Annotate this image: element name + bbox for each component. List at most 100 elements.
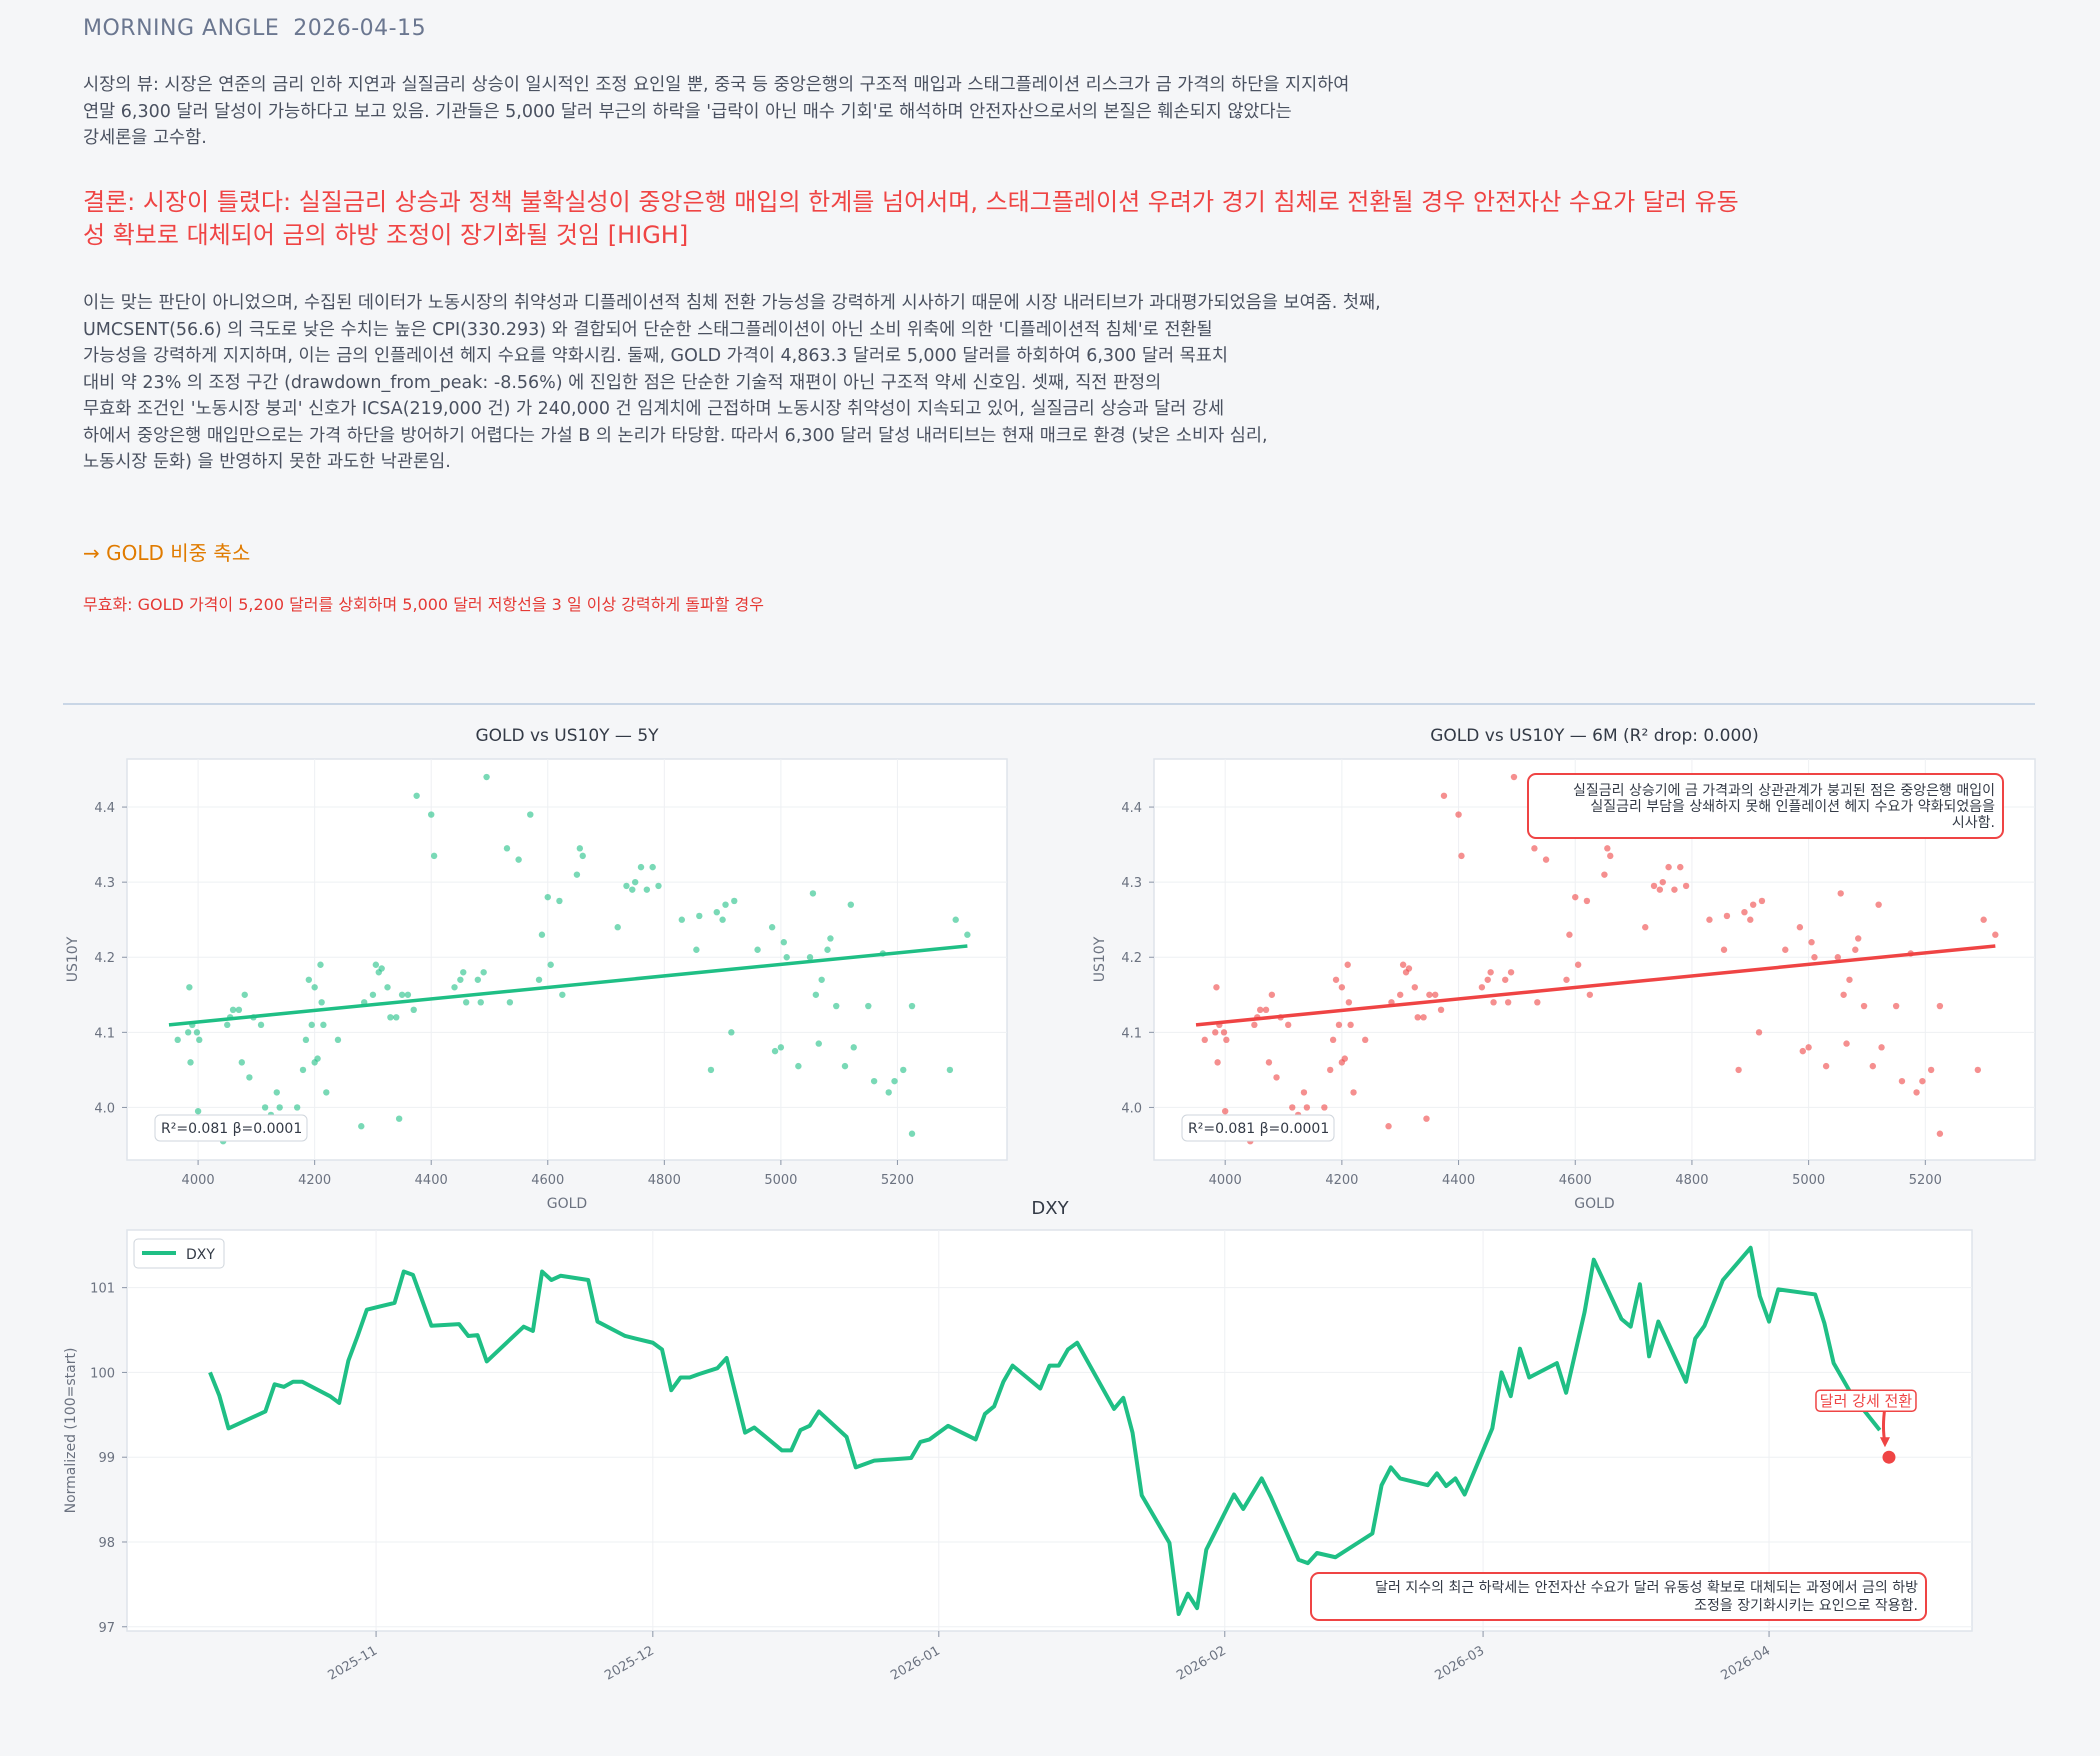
scatter-point: [1265, 1059, 1273, 1066]
scatter-point: [833, 1002, 840, 1010]
scatter-point: [1268, 991, 1276, 998]
scatter-point: [693, 946, 700, 953]
scatter-point: [1221, 1107, 1229, 1115]
x-tick-label: 2026-04: [1719, 1643, 1774, 1683]
regression-line: [168, 944, 968, 1027]
scatter-point: [515, 856, 522, 863]
scatter-point: [1455, 811, 1462, 818]
scatter-point: [1350, 1089, 1357, 1096]
scatter-point: [480, 969, 487, 976]
x-tick-label: 4000: [182, 1173, 215, 1188]
legend-box: [133, 1238, 225, 1269]
scatter-point: [1397, 991, 1404, 998]
scatter-point: [1671, 886, 1678, 893]
scatter-point: [538, 931, 546, 938]
y-tick-label: 4.4: [1121, 801, 1142, 816]
marker-label-box: [1815, 1389, 1917, 1412]
scatter-point: [1458, 852, 1465, 860]
scatter-point: [1212, 1029, 1219, 1036]
y-tick-label: 4.2: [1121, 951, 1142, 966]
scatter-point: [1262, 1006, 1270, 1014]
stats-box: [1181, 1114, 1335, 1142]
conclusion-text: 결론: 시장이 틀렸다: 실질금리 상승과 정책 불확실성이 중앙은행 매입의 …: [83, 188, 1739, 249]
scatter-point: [451, 984, 458, 991]
scatter-point: [1335, 1021, 1343, 1029]
scatter-point: [457, 976, 464, 983]
scatter-point: [1420, 1014, 1427, 1021]
scatter-point: [187, 1059, 194, 1066]
scatter-point: [194, 1107, 202, 1115]
scatter-point: [891, 1077, 898, 1085]
scatter-point: [1892, 1002, 1900, 1010]
scatter-point: [1345, 999, 1353, 1006]
scatter-point: [1251, 1021, 1258, 1029]
scatter-point: [1913, 1089, 1920, 1096]
scatter-point: [1213, 984, 1220, 991]
scatter-point: [847, 901, 855, 908]
scatter-point: [1542, 856, 1550, 863]
scatter-point: [1437, 1006, 1445, 1014]
scatter-point: [637, 863, 645, 871]
scatter-point: [731, 897, 738, 905]
scatter-point: [1677, 863, 1684, 871]
marker-dot: [1882, 1450, 1896, 1464]
scatter-point: [311, 984, 318, 991]
scatter-point: [1846, 976, 1853, 983]
scatter-point: [1566, 931, 1573, 938]
scatter-point: [503, 845, 511, 852]
scatter-point: [323, 1089, 330, 1096]
scatter-point: [193, 1029, 201, 1036]
scatter-point: [1642, 924, 1649, 931]
scatter-point: [1487, 969, 1494, 976]
scatter-point: [1502, 976, 1509, 983]
y-axis-label: US10Y: [1092, 936, 1108, 982]
scatter-point: [556, 897, 563, 905]
scatter-point: [631, 878, 639, 886]
scatter-point: [1782, 946, 1789, 953]
annotation-line: 실질금리 부담을 상쇄하지 못해 인플레이션 헤지 수요가 약화되었음을: [1590, 799, 1995, 815]
y-axis-label: US10Y: [65, 936, 81, 982]
scatter-point: [246, 1074, 253, 1081]
scatter-point: [1399, 961, 1407, 968]
scatter-point: [238, 1059, 246, 1066]
y-tick-label: 4.3: [1121, 876, 1142, 891]
scatter-point: [768, 924, 776, 931]
scatter-point: [393, 1014, 400, 1021]
scatter-point: [719, 916, 726, 923]
scatter-point: [643, 886, 651, 893]
legend-label: DXY: [186, 1247, 215, 1263]
y-axis-label: Normalized (100=start): [63, 1348, 79, 1514]
scatter-point: [908, 1002, 916, 1010]
scatter-point: [827, 935, 834, 942]
y-tick-label: 4.4: [94, 801, 115, 816]
marker-label: 달러 강세 전환: [1820, 1392, 1913, 1410]
scatter-point: [579, 852, 586, 860]
scatter-point: [1201, 1036, 1208, 1044]
scatter-point: [1574, 961, 1582, 968]
annotation-box: [1310, 1572, 1927, 1621]
dxy-line: [208, 1245, 1882, 1617]
scatter-point: [1332, 976, 1340, 983]
scatter-point: [1563, 976, 1570, 983]
scatter-point: [780, 939, 787, 946]
scatter-point: [1426, 991, 1433, 998]
invalidation-text: 무효화: GOLD 가격이 5,200 달러를 상회하며 5,000 달러 저항…: [83, 595, 764, 614]
scatter-point: [1531, 845, 1538, 852]
scatter-point: [623, 882, 630, 890]
x-tick-label: 2026-02: [1174, 1643, 1229, 1683]
scatter-point: [573, 871, 581, 878]
scatter-point: [384, 984, 391, 991]
scatter-point: [293, 1104, 301, 1111]
scatter-point: [395, 1115, 403, 1122]
y-tick-label: 4.0: [1121, 1101, 1142, 1116]
y-tick-label: 4.1: [94, 1026, 115, 1041]
scatter-point: [728, 1029, 735, 1036]
y-tick-label: 101: [90, 1282, 115, 1297]
y-tick-label: 97: [98, 1621, 115, 1636]
x-tick-label: 4800: [648, 1173, 681, 1188]
scatter-point: [559, 991, 566, 998]
scatter-point: [1347, 1021, 1354, 1029]
scatter-point: [1898, 1077, 1906, 1085]
x-tick-label: 2026-01: [888, 1643, 943, 1683]
